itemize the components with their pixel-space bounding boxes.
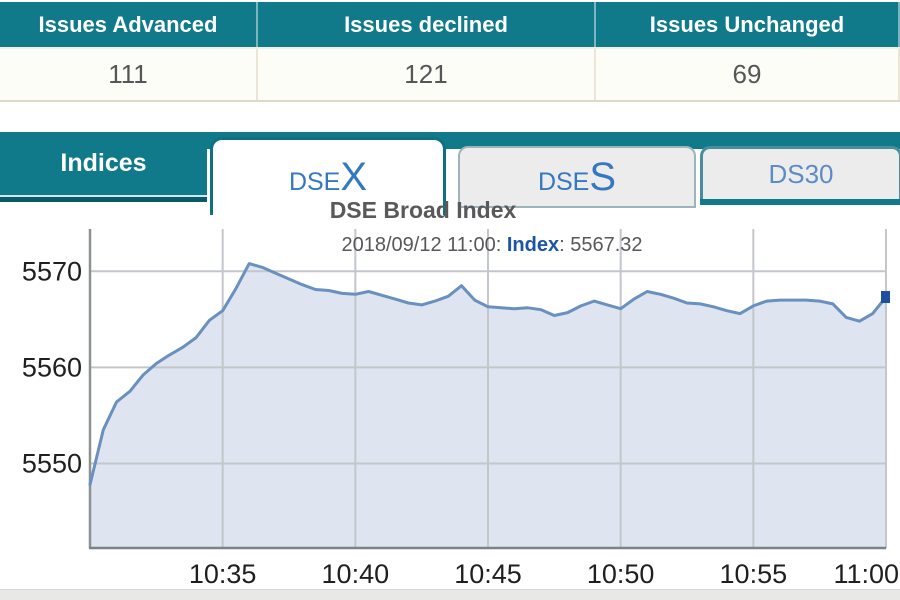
last-point-marker [881, 291, 890, 304]
table-header-cell: Issues declined [258, 2, 596, 47]
index-line [88, 262, 888, 487]
chart-title: DSE Broad Index [329, 197, 517, 223]
chart-subtitle: 2018/09/12 11:00: Index: 5567.32 [341, 234, 642, 257]
subtitle-text: : 5567.32 [559, 234, 643, 256]
x-axis-tick-label: 10:45 [454, 559, 522, 589]
tab-ds30-underline [700, 199, 900, 205]
table-header-cell: Issues Unchanged [596, 2, 900, 47]
bottom-strip [0, 589, 900, 600]
tab-text: X [340, 155, 368, 199]
subtitle-series-name: Index [506, 234, 560, 256]
table-value-cell: 121 [258, 49, 596, 100]
table-header-cell: Issues Advanced [0, 2, 258, 47]
indices-label-block: Indices [0, 132, 207, 197]
y-axis-tick-label: 5570 [22, 256, 82, 286]
indices-tab-bar: Indices DSE X DSE S DS30 [0, 132, 900, 215]
table-value-row: 111 121 69 [0, 49, 900, 102]
table-value-cell: 111 [0, 49, 258, 100]
tab-dses-label: DSE S [538, 155, 616, 200]
table-header-row: Issues Advanced Issues declined Issues Unc… [0, 2, 900, 49]
tab-dsex[interactable]: DSE X [210, 137, 446, 215]
x-axis-tick-label: 10:35 [189, 559, 257, 589]
y-axis-tick-label: 5560 [22, 352, 82, 382]
subtitle-text: 2018/09/12 11:00: [341, 234, 507, 256]
tab-ds30-label: DS30 [768, 159, 833, 190]
x-axis-tick-label: 10:55 [720, 559, 788, 589]
table-value-cell: 69 [596, 49, 900, 100]
tab-dsex-label: DSE X [289, 155, 367, 200]
tab-text: DSE [537, 167, 590, 196]
x-axis-tick-label: 10:40 [322, 559, 390, 589]
x-axis-tick-label: 11:00 [833, 559, 899, 589]
tab-dses[interactable]: DSE S [458, 146, 696, 208]
tab-text: S [589, 154, 617, 199]
y-axis-tick-label: 5550 [22, 448, 82, 478]
x-axis-tick-label: 10:50 [587, 559, 655, 589]
tab-text: DSE [288, 168, 341, 196]
indices-label: Indices [60, 149, 147, 177]
market-summary-table: Issues Advanced Issues declined Issues Unc… [0, 2, 900, 102]
tab-ds30[interactable]: DS30 [700, 146, 900, 199]
tab-text: DS30 [768, 158, 834, 189]
